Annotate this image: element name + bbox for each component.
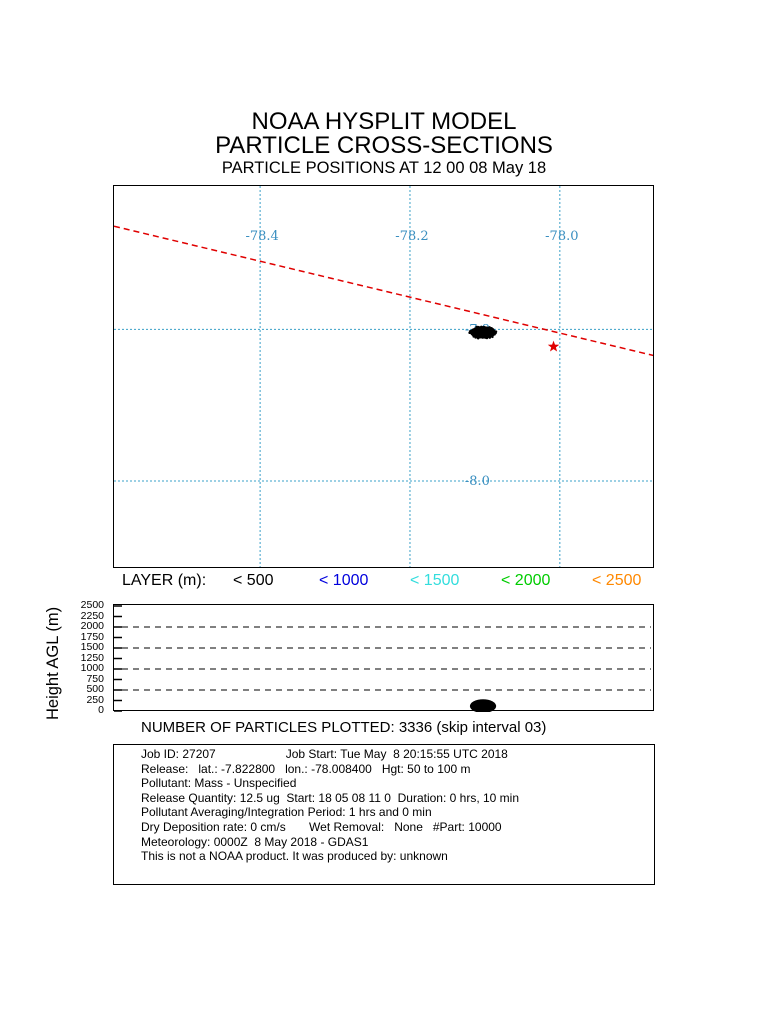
info-line: This is not a NOAA product. It was produ… (141, 849, 448, 864)
y-tick-label: 750 (86, 672, 104, 685)
y-tick-label: 2000 (80, 620, 104, 632)
y-tick-label: 1750 (80, 630, 104, 643)
particle-point (488, 326, 491, 329)
lon-label: -78.4 (245, 229, 278, 244)
cross-section-line (114, 225, 653, 357)
info-line: Job ID: 27207 Job Start: Tue May 8 20:15… (141, 747, 508, 761)
particle-point (474, 335, 477, 338)
particle-point (481, 326, 485, 329)
particle-count: NUMBER OF PARTICLES PLOTTED: 3336 (skip … (141, 719, 547, 736)
particle-point (479, 335, 482, 339)
cross-section-panel (113, 604, 654, 712)
legend-item-1500: < 1500 (410, 572, 460, 589)
y-tick-label: 1250 (80, 651, 104, 664)
chart-subtitle: PARTICLE POSITIONS AT 12 00 08 May 18 (221, 159, 547, 177)
layer-legend: LAYER (m): < 500 < 1000 < 1500 < 2000 < … (0, 572, 768, 594)
info-line: Release: lat.: -7.822800 lon.: -78.00840… (141, 761, 471, 776)
lat-label: -8.0 (465, 474, 490, 489)
particle-point (483, 326, 487, 330)
chart-title-line2: PARTICLE CROSS-SECTIONS (215, 132, 553, 159)
cross-section-plot (114, 605, 651, 712)
particle-point (484, 336, 487, 339)
particle-point (491, 335, 494, 339)
particle-point (488, 336, 492, 339)
height-particle-cluster (469, 699, 497, 712)
particle-point (477, 325, 480, 329)
y-tick-label: 1000 (80, 662, 104, 674)
particle-point (494, 330, 498, 333)
particle-point (481, 336, 485, 339)
y-tick-label: 0 (98, 704, 104, 716)
source-star (547, 340, 560, 352)
y-tick-label: 2250 (80, 609, 104, 622)
info-line: Meteorology: 0000Z 8 May 2018 - GDAS1 (141, 834, 369, 849)
chart-title: NOAA HYSPLIT MODEL (251, 108, 517, 135)
info-line: Pollutant Averaging/Integration Period: … (141, 805, 432, 820)
info-box: Job ID: 27207 Job Start: Tue May 8 20:15… (113, 744, 655, 885)
y-axis-label: Height AGL (m) (44, 606, 62, 720)
lon-label: -78.2 (395, 229, 428, 244)
particle-point (490, 327, 493, 331)
legend-label: LAYER (m): (122, 572, 207, 589)
particle-point (472, 332, 475, 335)
legend-item-500: < 500 (233, 572, 274, 589)
info-line: Pollutant: Mass - Unspecified (141, 776, 297, 791)
particle-point (469, 330, 473, 334)
y-tick-label: 1500 (80, 641, 104, 653)
particle-point (491, 333, 495, 336)
particle-point (485, 326, 489, 330)
map-panel: -78.4-78.2-78.0-7.8-8.0 (113, 185, 654, 568)
lon-label: -78.0 (545, 229, 578, 244)
info-line: Dry Deposition rate: 0 cm/s Wet Removal:… (141, 820, 502, 834)
particle-point (473, 328, 477, 331)
map-plot: -78.4-78.2-78.0-7.8-8.0 (114, 186, 653, 567)
y-tick-label: 2500 (80, 599, 104, 611)
info-line: Release Quantity: 12.5 ug Start: 18 05 0… (141, 790, 519, 805)
y-tick-label: 500 (86, 683, 104, 695)
particle-point (476, 336, 480, 340)
legend-item-1000: < 1000 (319, 572, 369, 589)
legend-item-2500: < 2500 (592, 572, 642, 589)
y-tick-label: 250 (86, 693, 104, 706)
legend-item-2000: < 2000 (501, 572, 551, 589)
